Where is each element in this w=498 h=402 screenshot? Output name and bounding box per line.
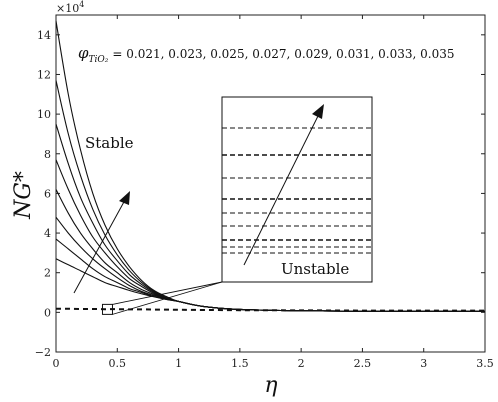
y-tick-label: 4	[44, 227, 51, 240]
series-layer	[55, 20, 486, 312]
x-tick-label: 0	[53, 357, 60, 370]
x-tick-label: 2	[298, 357, 305, 370]
y-tick-label: 2	[44, 267, 51, 280]
stable-label: Stable	[85, 134, 134, 152]
y-tick-label: 6	[44, 187, 51, 200]
y-multiplier: ×104	[56, 0, 84, 15]
y-tick-label: 12	[37, 68, 51, 81]
unstable-label: Unstable	[281, 260, 349, 278]
inset-arrow-head	[312, 104, 324, 119]
x-axis-label: η	[264, 373, 277, 398]
y-tick-label: 14	[37, 29, 51, 42]
parameter-symbol: φ	[78, 44, 89, 62]
x-tick-label: 3	[420, 357, 427, 370]
x-tick-label: 2.5	[354, 357, 372, 370]
y-tick-label: −2	[35, 346, 51, 359]
x-tick-label: 1.5	[231, 357, 249, 370]
zoom-marker	[101, 303, 113, 315]
zoom-connector-upper	[112, 281, 223, 305]
main-arrow-shaft	[73, 199, 126, 294]
y-axis-label: NG*	[11, 171, 36, 220]
x-tick-label: 3.5	[476, 357, 494, 370]
parameter-subscript: TiO₂	[89, 55, 109, 65]
parameter-equation: φTiO₂ = 0.021, 0.023, 0.025, 0.027, 0.029…	[78, 44, 455, 65]
x-tick-label: 1	[175, 357, 182, 370]
inset-arrow-shaft	[243, 111, 321, 266]
main-arrow-head	[119, 191, 130, 205]
y-tick-label: 8	[44, 148, 51, 161]
y-tick-label: 10	[37, 108, 51, 121]
zoom-connector-lower	[112, 281, 223, 315]
y-tick-label: 0	[44, 306, 51, 319]
dashed-series-line	[56, 307, 485, 312]
inset-box	[221, 96, 373, 283]
x-tick-label: 0.5	[109, 357, 127, 370]
overlay-layer: Unstable	[73, 96, 373, 315]
plot-frame	[55, 14, 486, 353]
parameter-values: = 0.021, 0.023, 0.025, 0.027, 0.029, 0.0…	[112, 47, 454, 61]
